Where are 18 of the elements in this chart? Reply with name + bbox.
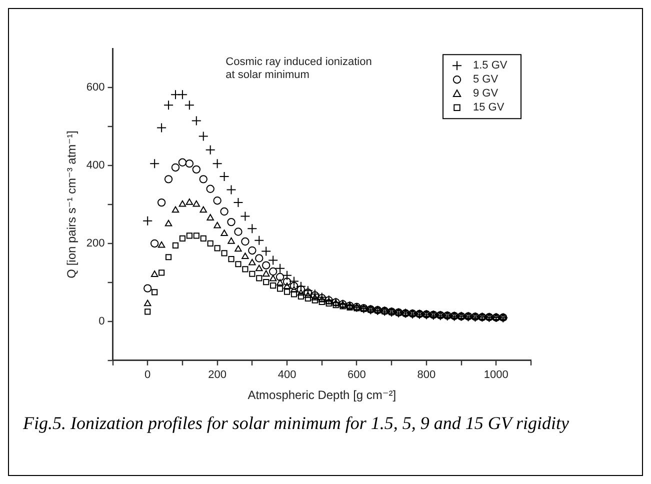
x-tick-label: 400 xyxy=(278,369,296,382)
legend-label: 9 GV xyxy=(473,88,499,100)
y-tick-label: 0 xyxy=(98,315,105,328)
x-tick-label: 600 xyxy=(348,369,366,382)
x-tick-label: 800 xyxy=(417,369,436,382)
legend-label: 5 GV xyxy=(473,74,499,86)
x-tick-label: 200 xyxy=(208,369,226,382)
x-tick-label: 0 xyxy=(144,369,151,382)
legend-label: 1.5 GV xyxy=(473,60,508,72)
y-tick-label: 400 xyxy=(86,160,105,172)
y-tick-label: 200 xyxy=(86,238,105,250)
y-axis-title: Q [ion pairs s⁻¹ cm⁻³ atm⁻¹] xyxy=(64,130,79,278)
caption: Fig.5. Ionization profiles for solar minimum for 1.5, 5, 9 and 15 GV rigidity xyxy=(23,412,570,435)
y-tick-label: 600 xyxy=(86,82,105,94)
x-tick-label: 1000 xyxy=(484,369,508,382)
x-axis-title: Atmospheric Depth [g cm⁻²] xyxy=(248,388,396,402)
legend-label: 15 GV xyxy=(473,102,505,114)
text: Cosmic ray induced ionization at solar minimum xyxy=(226,56,372,82)
